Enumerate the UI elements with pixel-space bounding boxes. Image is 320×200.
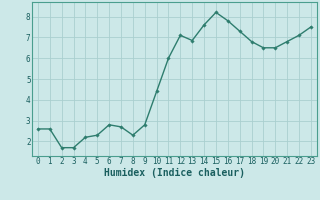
X-axis label: Humidex (Indice chaleur): Humidex (Indice chaleur) — [104, 168, 245, 178]
